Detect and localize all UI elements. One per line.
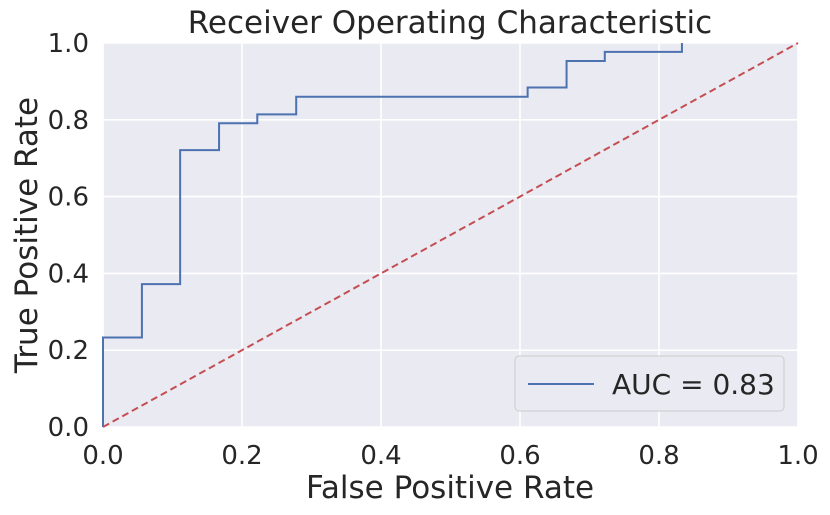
y-tick-label: 1.0 bbox=[48, 29, 89, 59]
y-tick-label: 0.6 bbox=[48, 183, 89, 213]
y-tick-label: 0.4 bbox=[48, 259, 89, 289]
x-tick-label: 0.4 bbox=[360, 441, 401, 471]
x-tick-label: 1.0 bbox=[777, 441, 818, 471]
y-tick-label: 0.2 bbox=[48, 336, 89, 366]
x-tick-label: 0.8 bbox=[638, 441, 679, 471]
roc-curve-line bbox=[102, 43, 683, 427]
y-tick-label: 0.8 bbox=[48, 106, 89, 136]
y-tick-label: 0.0 bbox=[48, 413, 89, 443]
x-tick-label: 0.6 bbox=[499, 441, 540, 471]
x-tick-label: 0.0 bbox=[82, 441, 123, 471]
grid bbox=[102, 42, 799, 428]
legend-box bbox=[514, 355, 785, 412]
chance-diagonal-line bbox=[102, 42, 799, 428]
plot-lines bbox=[102, 42, 799, 428]
legend-label: AUC = 0.83 bbox=[612, 368, 775, 401]
legend: AUC = 0.83 bbox=[514, 355, 785, 412]
chart-title: Receiver Operating Characteristic bbox=[188, 5, 712, 41]
x-tick-labels: 0.0 0.2 0.4 0.6 0.8 1.0 bbox=[82, 441, 818, 471]
y-axis-label: True Positive Rate bbox=[9, 97, 45, 374]
x-tick-label: 0.2 bbox=[221, 441, 262, 471]
y-tick-labels: 0.0 0.2 0.4 0.6 0.8 1.0 bbox=[48, 29, 89, 443]
x-axis-label: False Positive Rate bbox=[306, 470, 594, 506]
